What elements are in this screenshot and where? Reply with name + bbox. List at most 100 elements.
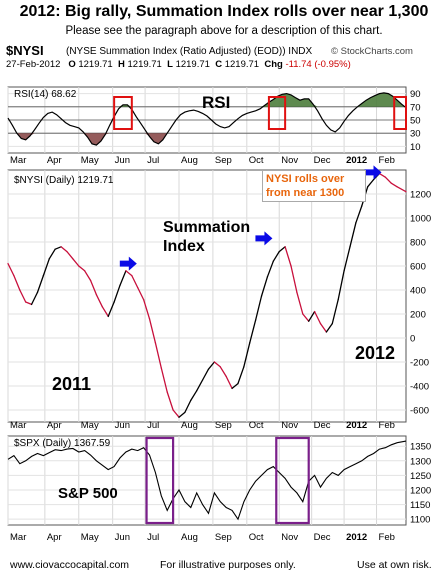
quote-line: 27-Feb-2012 O 1219.71 H 1219.71 L 1219.7… (6, 59, 351, 70)
nysi-series-segment (237, 366, 245, 385)
nysi-ytick-label: 200 (410, 310, 426, 321)
nysi-series-segment (48, 248, 56, 260)
nysi-series-segment (89, 279, 98, 296)
footer-site-link[interactable]: www.ciovaccocapital.com (10, 559, 130, 571)
nysi-series-segment (154, 342, 162, 369)
nysi-series-segment (107, 301, 115, 318)
nysi-series-segment (213, 361, 221, 368)
month-tick-label: Sep (215, 532, 232, 543)
rsi-overbought-fill (8, 92, 406, 107)
nysi-series-segment (119, 270, 127, 286)
nysi-series-segment (178, 411, 186, 418)
year-2012-annotation: 2012 (355, 343, 396, 363)
nysi-series-segment (349, 222, 357, 248)
nysi-ytick-label: -200 (410, 358, 429, 369)
rsi-highlight-box (393, 96, 407, 130)
nysi-ytick-label: 400 (410, 286, 426, 297)
nysi-series-segment (308, 310, 316, 322)
nysi-series-segment (225, 375, 233, 390)
nysi-series-segment (201, 368, 210, 381)
nysi-series-segment (384, 176, 392, 184)
nysi-series-segment (313, 310, 322, 325)
nysi-series-segment (184, 399, 192, 414)
nysi-series-segment (142, 298, 151, 320)
sp500-annotation: S&P 500 (58, 485, 118, 502)
spx-series-line (7, 440, 407, 521)
nysi-series-segment (84, 270, 92, 282)
month-tick-label: Apr (47, 532, 62, 543)
nysi-legend: $NYSI (Daily) 1219.71 (14, 175, 114, 186)
month-tick-label: Dec (314, 532, 331, 543)
month-tick-label: 2012 (346, 420, 367, 431)
high-value: 1219.71 (127, 59, 162, 70)
nysi-ytick-label: 1200 (410, 190, 431, 201)
rsi-annotation: RSI (202, 93, 231, 112)
nysi-series-segment (30, 291, 39, 306)
nysi-series-segment (378, 172, 387, 178)
nysi-series-segment (42, 258, 50, 277)
nysi-series-segment (249, 319, 257, 344)
month-tick-label: Apr (47, 420, 62, 431)
close-value: 1219.71 (224, 59, 260, 70)
nysi-series-segment (131, 274, 139, 289)
year-2011-annotation: 2011 (52, 374, 92, 394)
month-tick-label: Jul (147, 532, 159, 543)
month-tick-label: Aug (181, 155, 198, 166)
nysi-series-segment (272, 250, 280, 262)
month-tick-label: Mar (10, 532, 26, 543)
summation-annotation: Summation Index (163, 219, 251, 255)
nysi-series-segment (337, 270, 345, 301)
rsi-highlight-box (267, 96, 287, 130)
chg-value: -11.74 (-0.95%) (285, 59, 351, 70)
close-label: C (215, 59, 223, 70)
month-tick-label: Nov (281, 532, 298, 543)
nysi-series-segment (172, 409, 180, 418)
nysi-series-segment (54, 246, 62, 250)
month-tick-label: Jul (147, 155, 159, 166)
nysi-series-segment (266, 260, 274, 278)
nysi-series-segment (254, 295, 263, 321)
month-tick-label: Oct (249, 532, 264, 543)
spx-ytick-label: 1200 (410, 485, 431, 496)
rsi-ytick-label: 30 (410, 129, 421, 140)
nysi-rollover-note: NYSI rolls over from near 1300 (262, 170, 366, 202)
nysi-series-segment (196, 379, 204, 392)
index-name: (NYSE Summation Index (Ratio Adjusted) (… (66, 46, 313, 57)
month-tick-label: Jun (115, 532, 130, 543)
month-tick-label: May (81, 532, 99, 543)
month-tick-label: May (81, 420, 99, 431)
rsi-ytick-label: 70 (410, 102, 421, 113)
nysi-series-segment (396, 186, 407, 193)
quote-date: 27-Feb-2012 (6, 59, 61, 70)
nysi-series-segment (331, 298, 339, 325)
month-tick-label: Feb (379, 420, 395, 431)
nysi-series-segment (278, 246, 286, 253)
nysi-series-segment (66, 250, 74, 260)
rsi-legend: RSI(14) 68.62 (14, 89, 77, 100)
nysi-ytick-label: 600 (410, 262, 426, 273)
spx-ytick-label: 1300 (410, 456, 431, 467)
spx-legend: $SPX (Daily) 1367.59 (14, 438, 111, 449)
nysi-series-segment (319, 322, 328, 333)
nysi-ytick-label: 0 (410, 334, 415, 345)
rsi-series-line (7, 92, 407, 146)
rsi-highlight-box (113, 96, 133, 130)
nysi-series-segment (19, 289, 27, 303)
spx-highlight-box (275, 436, 310, 525)
low-label: L (167, 59, 173, 70)
month-tick-label: 2012 (346, 155, 367, 166)
spx-ytick-label: 1100 (410, 515, 430, 526)
low-value: 1219.71 (175, 59, 210, 70)
high-label: H (117, 59, 125, 70)
nysi-series-segment (113, 284, 121, 303)
nysi-series-segment (166, 391, 174, 411)
month-tick-label: Oct (249, 420, 264, 431)
month-tick-label: Sep (215, 155, 232, 166)
nysi-series-segment (302, 313, 310, 322)
nysi-series-segment (367, 178, 375, 188)
nysi-series-segment (160, 367, 168, 393)
month-tick-label: Jun (115, 420, 130, 431)
nysi-series-segment (296, 291, 304, 315)
chg-label: Chg (264, 59, 283, 70)
stockcharts-logo: © StockCharts.com (331, 46, 413, 57)
